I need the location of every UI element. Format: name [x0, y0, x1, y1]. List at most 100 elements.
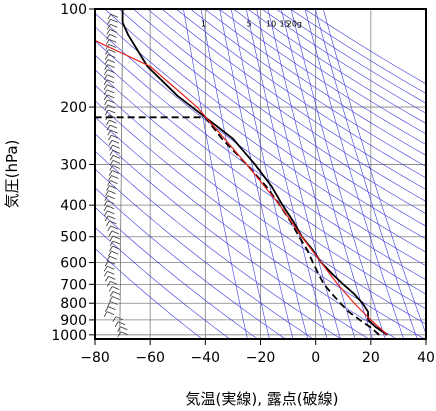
- wind-barb: [108, 135, 112, 141]
- wind-barb: [108, 190, 116, 195]
- wind-barb: [107, 180, 111, 186]
- dry-adiabat-line: [95, 116, 397, 339]
- wind-barb: [109, 165, 114, 171]
- mixing-ratio-line: [280, 9, 373, 339]
- mixing-ratio-label: 5: [247, 19, 252, 28]
- mixing-ratio-line: [322, 9, 426, 335]
- wind-barb: [107, 64, 115, 68]
- wind-barb: [104, 104, 109, 111]
- wind-barb: [105, 276, 109, 282]
- wind-barb: [110, 23, 118, 28]
- wind-barb: [109, 245, 113, 252]
- wind-barb: [110, 281, 118, 285]
- wind-barb: [107, 200, 115, 205]
- wind-barb: [105, 49, 109, 55]
- y-tick-label: 1000: [51, 328, 87, 344]
- wind-barb: [107, 301, 111, 307]
- wind-barb: [112, 245, 120, 250]
- y-tick-label: 600: [60, 256, 87, 272]
- wind-barb: [104, 59, 109, 65]
- wind-barb: [111, 286, 120, 290]
- wind-barb: [111, 175, 119, 179]
- wind-barb: [107, 74, 115, 79]
- y-tick-label: 400: [60, 198, 87, 214]
- wind-barb: [112, 240, 121, 245]
- wind-barb: [107, 94, 115, 99]
- wind-barb: [104, 195, 109, 201]
- wind-barb: [106, 89, 115, 94]
- wind-barb: [109, 240, 114, 247]
- x-tick-label: 20: [362, 350, 380, 366]
- mixing-ratio-line: [256, 9, 341, 339]
- wind-barb: [108, 230, 113, 237]
- mixing-ratio-line: [183, 9, 248, 339]
- wind-barb: [110, 129, 118, 134]
- wind-barb: [108, 109, 116, 114]
- dry-adiabat-line: [95, 54, 426, 295]
- wind-barb: [107, 225, 112, 232]
- wind-barb: [106, 24, 111, 30]
- wind-barb: [103, 74, 108, 80]
- dry-adiabat-line: [95, 12, 426, 253]
- wind-barb: [103, 84, 108, 91]
- wind-barb: [109, 119, 117, 124]
- wind-barb: [106, 311, 115, 316]
- wind-barb: [106, 124, 111, 131]
- dry-adiabat-line: [95, 168, 314, 339]
- dry-adiabat-line: [104, 9, 426, 240]
- wind-barb: [106, 281, 111, 287]
- wind-barb: [108, 275, 116, 280]
- wind-barb: [109, 235, 114, 242]
- x-tick-label: −20: [246, 350, 276, 366]
- dry-adiabat-line: [95, 133, 370, 339]
- y-tick-label: 900: [60, 313, 87, 329]
- dry-adiabat-line: [95, 84, 426, 325]
- wind-barb: [112, 296, 120, 300]
- parcel-line: [95, 40, 388, 336]
- wind-barb: [107, 260, 116, 265]
- wind-barb: [107, 210, 115, 215]
- mixing-ratio-line: [230, 9, 308, 339]
- wind-barb: [109, 124, 118, 129]
- wind-barb: [110, 18, 118, 23]
- dry-adiabat-line: [133, 9, 426, 215]
- tick-layer: −80 −60 −40 −20 0 20 40 100 200 300 400 500 600 700 80…: [51, 2, 435, 366]
- wind-barb: [106, 34, 110, 40]
- x-tick-label: 40: [417, 350, 435, 366]
- wind-barb: [106, 84, 115, 89]
- wind-barb: [110, 13, 119, 18]
- wind-barb: [103, 89, 108, 96]
- wind-barb: [103, 266, 108, 272]
- wind-barb: [104, 109, 109, 116]
- wind-barb: [104, 54, 109, 60]
- dry-adiabat-line: [204, 9, 426, 156]
- wind-barb: [106, 205, 115, 210]
- wind-barb: [109, 28, 118, 33]
- wind-barb: [104, 210, 108, 217]
- y-tick-label: 200: [60, 100, 87, 116]
- wind-barb: [112, 170, 120, 174]
- dry-adiabat-line: [95, 248, 203, 339]
- wind-barb: [106, 185, 110, 191]
- x-tick-label: −80: [80, 350, 110, 366]
- wind-barb: [107, 104, 115, 109]
- wind-barb: [106, 79, 115, 84]
- y-tick-label: 700: [60, 277, 87, 293]
- dry-adiabat-line: [161, 9, 426, 190]
- wind-barb: [104, 69, 108, 75]
- dry-adiabat-line: [95, 40, 426, 281]
- wind-barb: [103, 271, 108, 277]
- wind-barb: [112, 291, 121, 295]
- dry-adiabat-line: [218, 9, 426, 145]
- guide-lines-layer: [95, 9, 426, 339]
- wind-barb: [109, 255, 117, 260]
- dry-adiabat-line: [95, 206, 258, 339]
- dry-adiabat-line: [95, 69, 426, 310]
- wind-barb: [118, 321, 126, 326]
- wind-barb: [111, 250, 119, 255]
- wind-barb: [103, 94, 108, 101]
- wind-barb: [109, 150, 114, 156]
- wind-barb: [109, 296, 113, 302]
